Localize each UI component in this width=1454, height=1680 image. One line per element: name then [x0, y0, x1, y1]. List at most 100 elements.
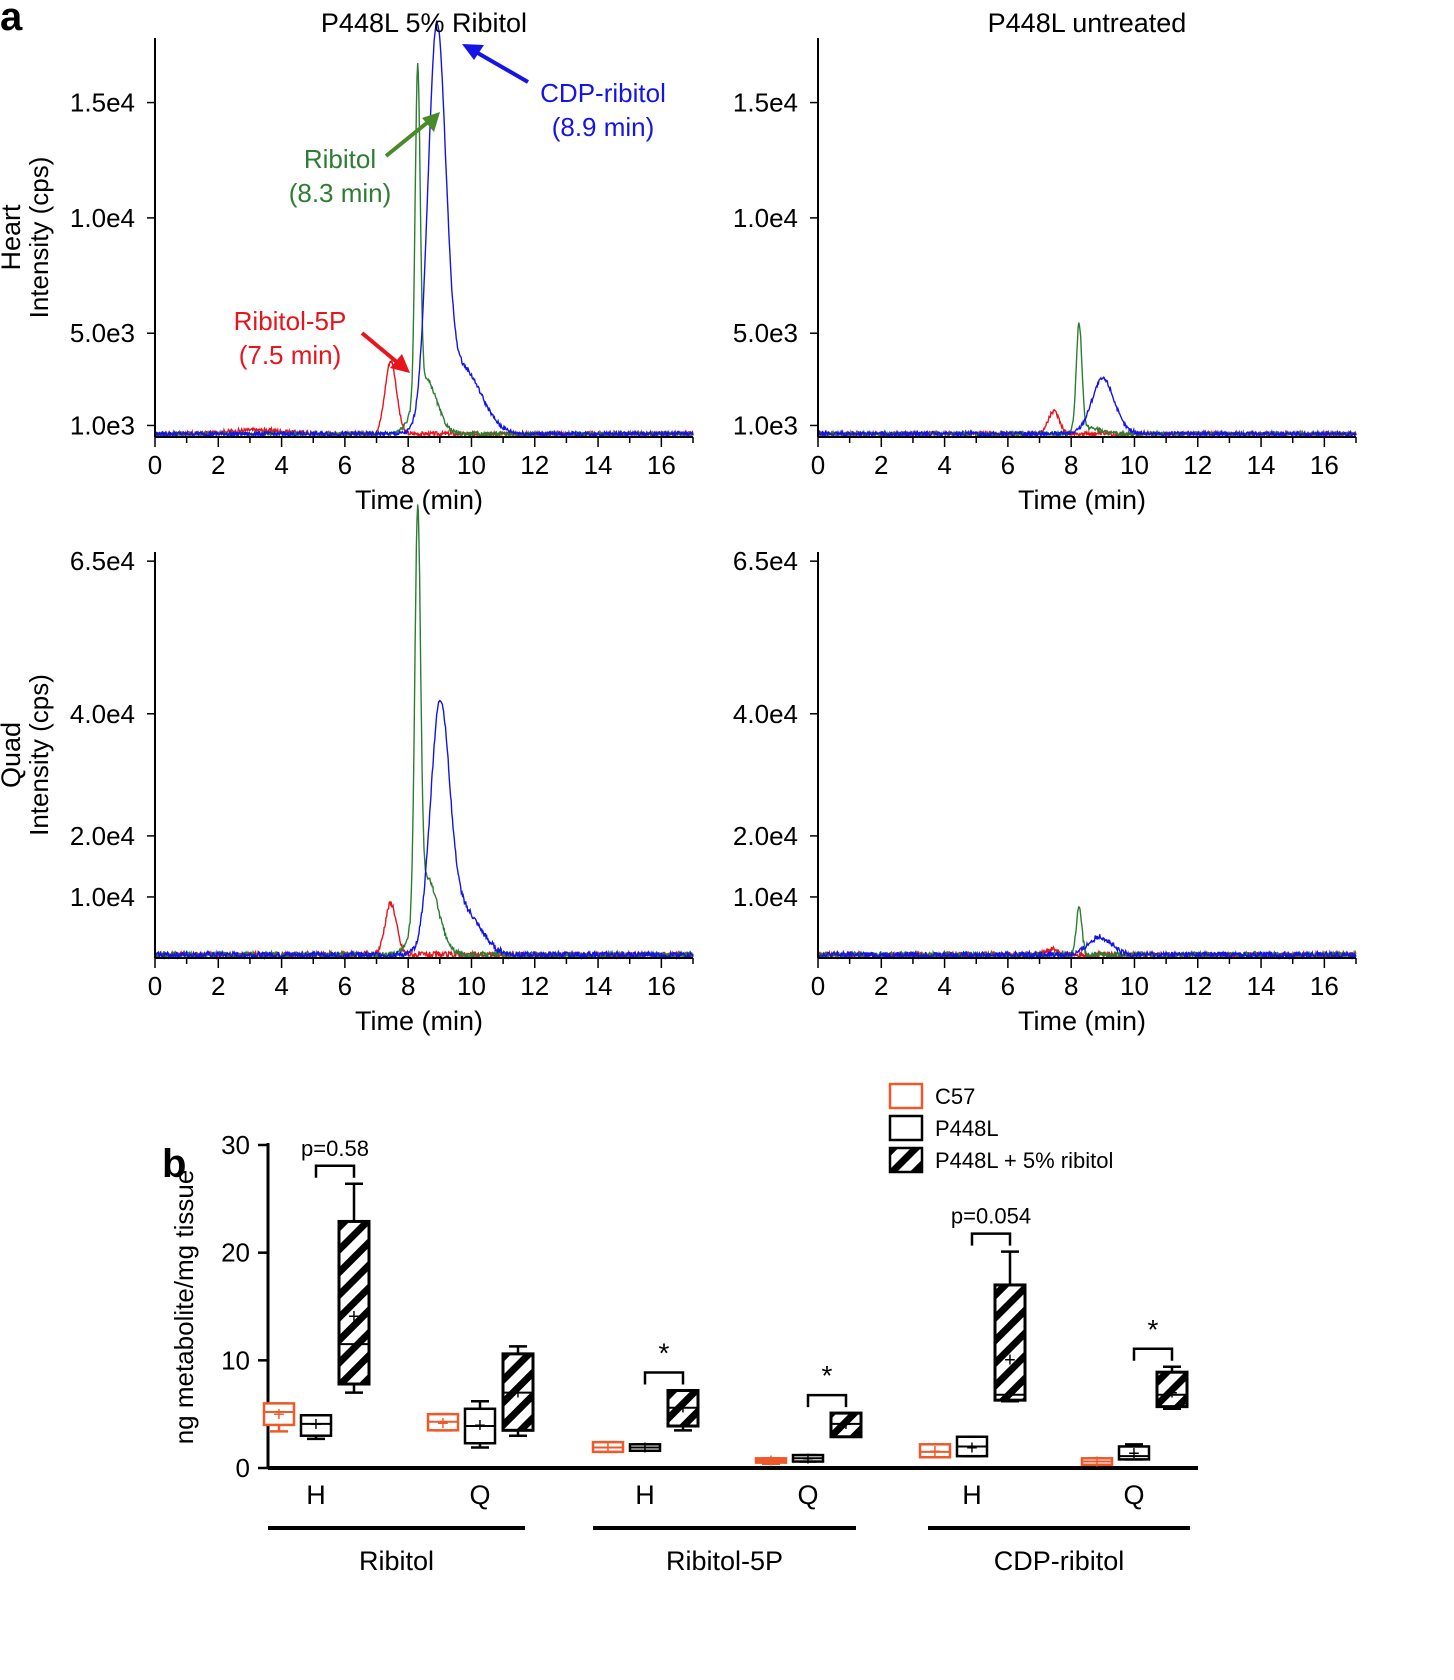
- x-tick-label: 6: [338, 450, 352, 480]
- x-tick-label: 8: [1064, 450, 1078, 480]
- y-tick-label: 6.5e4: [733, 546, 798, 576]
- x-tick-label: H: [635, 1480, 655, 1510]
- x-axis-label: Time (min): [355, 485, 483, 515]
- y-axis-label: Intensity (cps): [24, 157, 54, 319]
- x-tick-label: 4: [937, 450, 951, 480]
- x-tick-label: Q: [469, 1480, 490, 1510]
- y-tick-label: 5.0e3: [70, 318, 135, 348]
- box-c57: [262, 1402, 296, 1427]
- legend-swatch-c57: [888, 1082, 924, 1110]
- box-p448l-5-ribitol: [1155, 1370, 1189, 1409]
- annotation-label: Ribitol: [304, 144, 376, 174]
- box-group-ribitol-5p-q: + + +: [754, 1411, 863, 1472]
- x-tick-label: 0: [148, 971, 162, 1001]
- y-tick-label: 1.0e3: [733, 410, 798, 440]
- x-tick-label: 6: [1001, 971, 1015, 1001]
- box-mean-marker: +: [1128, 1443, 1140, 1465]
- significance-bracket: [970, 1232, 1012, 1246]
- y-axis-label: Intensity (cps): [24, 674, 54, 836]
- annotation-label: (8.3 min): [289, 178, 392, 208]
- series-line-cdp-ribitol: [817, 934, 1357, 960]
- chart-heart-untreated: 0 2 4 6 8 10 12 14 16 Time (min) 1.0e3 5.0e3 1.0e4 1.…: [733, 8, 1357, 515]
- box-mean-marker: +: [802, 1448, 814, 1470]
- annotation-arrowhead: [390, 354, 410, 373]
- annotation-label: CDP-ribitol: [540, 78, 666, 108]
- annotation-label: (7.5 min): [239, 340, 342, 370]
- box-mean-marker: +: [840, 1414, 852, 1436]
- x-axis-label: Time (min): [1018, 485, 1146, 515]
- annotation-arrow: [360, 331, 400, 365]
- chart-heart-ribitol: 0 2 4 6 8 10 12 14 16 Time (min) 1.0e3 5.0e3 1.0e4 1.…: [0, 8, 694, 515]
- y-tick-label: 1.0e4: [70, 203, 135, 233]
- series-line-cdp-ribitol: [154, 699, 694, 961]
- series-line-ribitol: [817, 322, 1357, 439]
- box-mean-marker: +: [966, 1438, 978, 1460]
- box-mean-marker: +: [1166, 1383, 1178, 1405]
- x-tick-label: 2: [211, 450, 225, 480]
- y-axis-label: ng metabolite/mg tissue: [169, 1170, 199, 1445]
- x-tick-label: 16: [647, 450, 676, 480]
- chart-metabolite-box: 0 10 20 30 ng metabolite/mg tissue + + + Hp=0.58…: [169, 1082, 1198, 1576]
- box-c57: [918, 1443, 952, 1459]
- panel-a-label: a: [0, 0, 23, 39]
- y-tick-label: 10: [221, 1345, 250, 1375]
- x-axis-label: Time (min): [355, 1006, 483, 1036]
- box-p448l: [299, 1413, 333, 1437]
- x-tick-label: 12: [520, 971, 549, 1001]
- x-tick-label: 16: [1310, 971, 1339, 1001]
- box-group-cdp-ribitol-q: + + +: [1080, 1365, 1189, 1474]
- x-tick-label: 4: [274, 971, 288, 1001]
- significance-label: *: [1148, 1314, 1159, 1345]
- y-tick-label: 1.0e4: [70, 882, 135, 912]
- box-group-ribitol-h: + + +: [262, 1182, 371, 1441]
- x-tick-label: 2: [211, 971, 225, 1001]
- x-tick-label: 12: [1183, 450, 1212, 480]
- x-tick-label: 10: [1120, 450, 1149, 480]
- x-tick-label: 14: [584, 971, 613, 1001]
- box-mean-marker: +: [765, 1450, 777, 1472]
- x-tick-label: 12: [520, 450, 549, 480]
- significance-label: p=0.58: [301, 1136, 369, 1161]
- annotation-arrowhead: [462, 44, 484, 60]
- y-tick-label: 1.5e4: [733, 88, 798, 118]
- x-tick-label: 0: [148, 450, 162, 480]
- chart-quad-untreated: 0 2 4 6 8 10 12 14 16 Time (min) 1.0e4 2.0e4 4.0e4 6.…: [733, 546, 1357, 1036]
- annotation-ribitol: Ribitol (8.3 min): [289, 112, 440, 208]
- legend-label: P448L: [935, 1116, 999, 1141]
- significance-bracket: [1132, 1347, 1174, 1361]
- box-mean-marker: +: [929, 1441, 941, 1463]
- significance-label: p=0.054: [951, 1204, 1031, 1229]
- x-tick-label: H: [962, 1480, 982, 1510]
- x-tick-label: 0: [811, 971, 825, 1001]
- box-mean-marker: +: [310, 1414, 322, 1436]
- series-line-ribitol-5p: [154, 900, 694, 961]
- category-label: Ribitol-5P: [666, 1546, 783, 1576]
- annotation-arrow: [384, 120, 430, 158]
- y-tick-label: 4.0e4: [70, 699, 135, 729]
- box-p448l-5-ribitol: [993, 1283, 1027, 1402]
- annotation-arrow: [475, 50, 529, 84]
- x-tick-label: Q: [797, 1480, 818, 1510]
- significance-label: *: [822, 1360, 833, 1391]
- significance-bracket: [314, 1164, 356, 1178]
- box-mean-marker: +: [348, 1306, 360, 1328]
- annotation-arrowhead: [422, 112, 440, 132]
- y-tick-label: 1.0e4: [733, 203, 798, 233]
- y-tick-label: 30: [221, 1130, 250, 1160]
- box-p448l-5-ribitol: [829, 1411, 863, 1439]
- box-group-cdp-ribitol-h: + + +: [918, 1250, 1027, 1463]
- y-tick-label: 1.0e3: [70, 410, 135, 440]
- y-tick-label: 20: [221, 1238, 250, 1268]
- x-tick-label: 10: [1120, 971, 1149, 1001]
- x-tick-label: 10: [457, 971, 486, 1001]
- legend-swatch-p448l-5-ribitol: [888, 1146, 924, 1174]
- x-tick-label: 8: [401, 450, 415, 480]
- x-tick-label: Q: [1123, 1480, 1144, 1510]
- box-group-ribitol-q: + + +: [426, 1345, 535, 1449]
- x-tick-label: 12: [1183, 971, 1212, 1001]
- box-mean-marker: +: [639, 1438, 651, 1460]
- box-p448l-5-ribitol: [337, 1219, 371, 1386]
- x-tick-label: 16: [647, 971, 676, 1001]
- series-line-ribitol: [817, 905, 1357, 961]
- x-tick-label: 2: [874, 450, 888, 480]
